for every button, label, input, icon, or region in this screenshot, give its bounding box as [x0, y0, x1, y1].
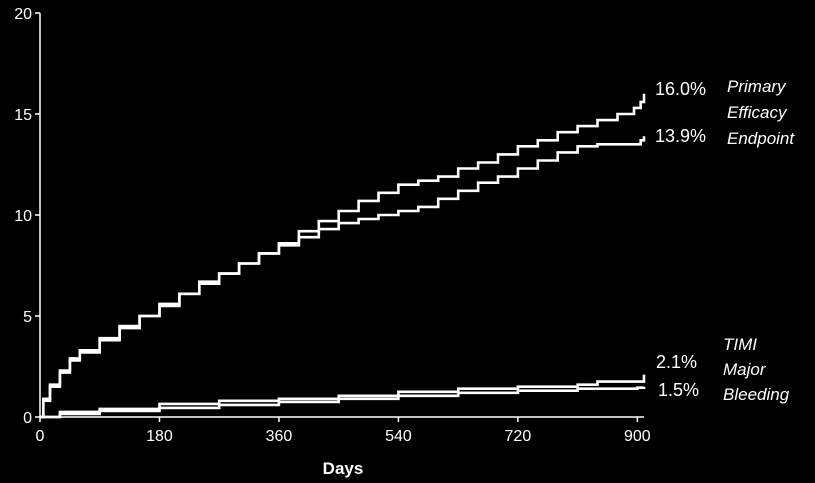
x-axis-label: Days	[323, 459, 364, 478]
series-layer	[40, 93, 646, 419]
x-tick-label: 720	[505, 428, 532, 445]
group-label-line: Primary	[727, 77, 787, 96]
x-tick-label: 900	[624, 428, 651, 445]
y-tick-label: 15	[14, 107, 32, 124]
axes: 0 5 10 15 20 0 180 360 540 720 900	[14, 6, 651, 445]
x-tick-label: 0	[36, 428, 45, 445]
y-tick-label: 20	[14, 6, 32, 23]
series-line-1-1	[40, 386, 646, 419]
series-line-0-1	[40, 136, 646, 419]
group-label-line: Efficacy	[727, 103, 788, 122]
group-label-line: Major	[723, 360, 767, 379]
end-value-label: 13.9%	[655, 126, 706, 146]
labels-layer: 16.0% 13.9% 2.1% 1.5% Primary Efficacy Endpoin…	[655, 77, 795, 404]
group-label-line: Endpoint	[727, 129, 795, 148]
y-tick-label: 5	[23, 309, 32, 326]
x-tick-label: 540	[385, 428, 412, 445]
end-value-label: 2.1%	[656, 352, 697, 372]
series-line-1-0	[40, 374, 646, 419]
y-tick-label: 0	[23, 410, 32, 427]
group-label-line: Bleeding	[723, 385, 790, 404]
x-tick-label: 180	[146, 428, 173, 445]
y-tick-label: 10	[14, 208, 32, 225]
end-value-label: 1.5%	[658, 380, 699, 400]
x-tick-label: 360	[266, 428, 293, 445]
group-label-line: TIMI	[723, 335, 757, 354]
end-value-label: 16.0%	[655, 79, 706, 99]
